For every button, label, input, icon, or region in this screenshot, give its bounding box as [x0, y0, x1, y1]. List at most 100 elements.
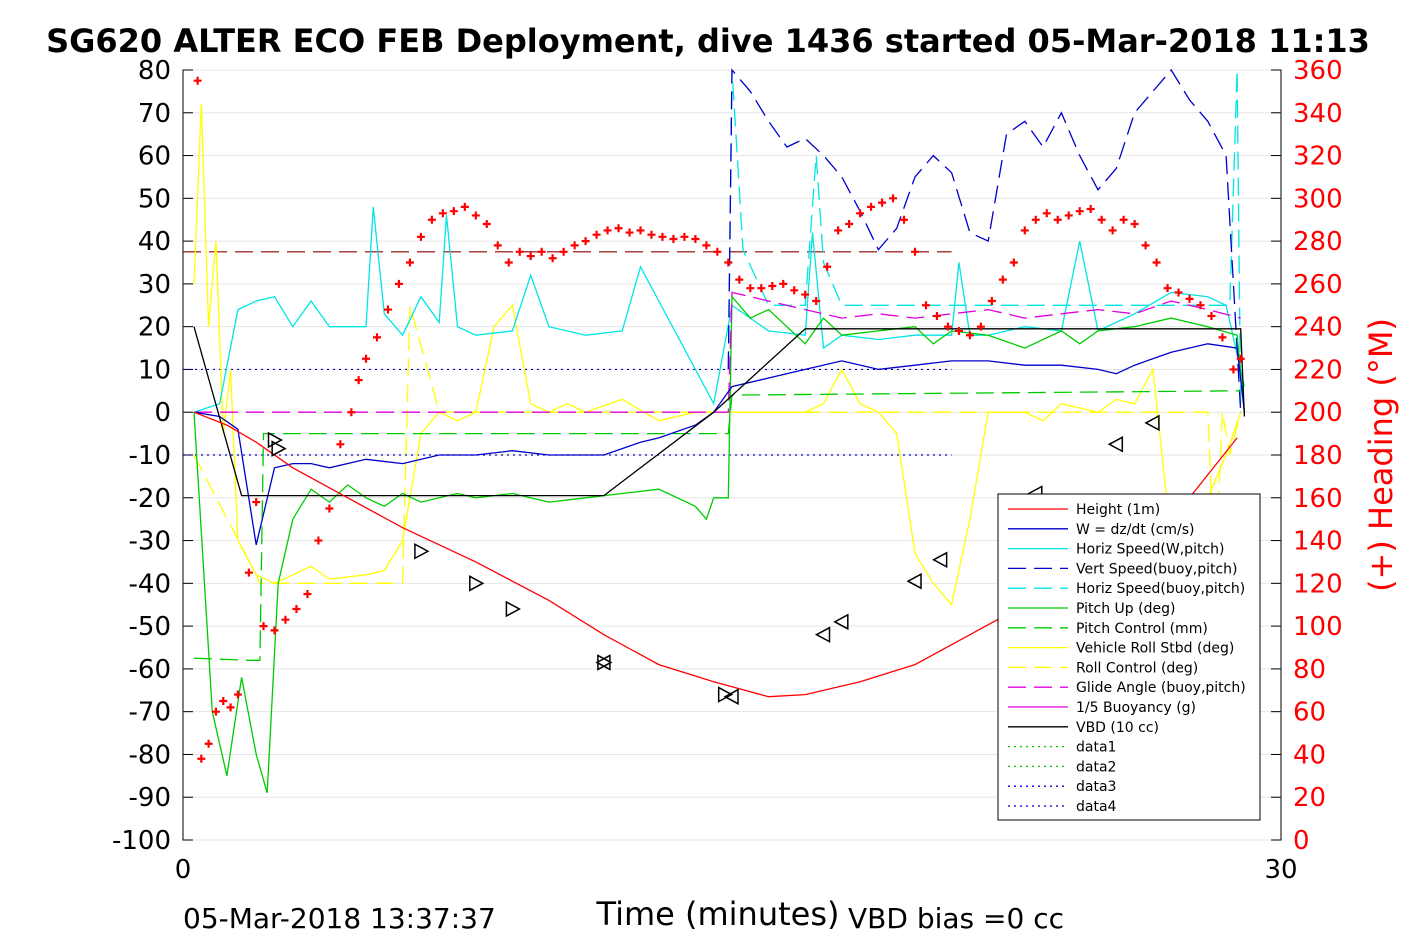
heading-point: [438, 209, 447, 218]
heading-point: [482, 220, 491, 228]
series-layer: [183, 68, 1246, 794]
y-right-tick-label: 160: [1293, 484, 1343, 514]
heading-point: [965, 331, 974, 340]
heading-point: [1009, 258, 1018, 267]
ascent-marker: [1144, 414, 1160, 432]
legend-label: Horiz Speed(buoy,pitch): [1076, 581, 1245, 597]
heading-point: [647, 230, 656, 239]
heading-point: [1119, 215, 1128, 224]
descent-marker: [717, 686, 734, 703]
heading-point: [336, 440, 345, 449]
heading-point: [1185, 294, 1194, 303]
y-right-tick-label: 280: [1293, 227, 1343, 257]
heading-point: [1174, 288, 1183, 297]
series-roll: [193, 104, 1242, 607]
heading-point: [867, 202, 876, 211]
heading-point: [1152, 258, 1161, 267]
descent-marker: [414, 542, 430, 560]
legend-label: 1/5 Buoyancy (g): [1076, 700, 1196, 716]
legend-label: W = dz/dt (cm/s): [1076, 522, 1195, 538]
y-tick-label: 0: [154, 398, 171, 428]
legend-label: Pitch Control (mm): [1076, 621, 1208, 637]
legend-label: data2: [1076, 759, 1116, 775]
legend: Height (1m) W = dz/dt (cm/s) Horiz Speed(W…: [997, 493, 1261, 821]
ascent-marker: [595, 654, 611, 671]
heading-point: [724, 258, 733, 267]
heading-point: [932, 311, 941, 320]
heading-point: [1163, 284, 1172, 293]
heading-point: [493, 241, 502, 250]
heading-point: [1130, 220, 1139, 228]
y-right-tick-label: 360: [1293, 56, 1343, 86]
y-axis-right-label: (+) Heading (°M): [1362, 318, 1400, 592]
y-tick-label: -50: [129, 612, 171, 642]
heading-point: [757, 284, 766, 293]
heading-point: [559, 247, 568, 256]
y-tick-label: -70: [129, 698, 171, 728]
heading-point: [515, 247, 524, 256]
heading-point: [219, 696, 228, 705]
heading-point: [592, 230, 601, 239]
y-tick-label: 20: [138, 313, 171, 343]
y-right-tick-label: 140: [1293, 527, 1343, 557]
heading-point: [1236, 354, 1245, 363]
heading-point: [603, 226, 612, 235]
heading-point: [226, 703, 235, 712]
y-right-tick-label: 100: [1293, 612, 1343, 642]
heading-point: [1075, 207, 1084, 216]
heading-point: [325, 504, 334, 513]
legend-label: data3: [1076, 779, 1116, 795]
heading-point: [281, 615, 290, 624]
descent-marker: [271, 440, 287, 457]
heading-point: [204, 739, 213, 748]
heading-point: [1086, 205, 1095, 214]
legend-label: Horiz Speed(W,pitch): [1076, 542, 1224, 558]
heading-point: [1031, 215, 1040, 224]
y-right-tick-label: 240: [1293, 313, 1343, 343]
heading-point: [1229, 365, 1238, 374]
series-horiz-w: [193, 206, 1246, 413]
y-tick-label: 50: [138, 184, 171, 214]
heading-point: [270, 626, 279, 635]
ascent-marker: [932, 551, 948, 569]
heading-point: [801, 290, 810, 299]
heading-point: [680, 232, 689, 241]
ascent-marker: [814, 626, 831, 643]
heading-point: [504, 258, 513, 267]
y-right-tick-label: 60: [1293, 698, 1326, 728]
heading-point: [976, 322, 985, 331]
heading-point: [834, 226, 843, 235]
y-tick-label: -90: [129, 783, 171, 813]
y-tick-label: 10: [138, 355, 171, 385]
ascent-marker: [1107, 436, 1124, 453]
x-tick-0: 0: [175, 855, 192, 885]
heading-point: [211, 707, 220, 716]
footer-date: 05-Mar-2018 13:37:37: [183, 902, 496, 935]
heading-point: [394, 279, 403, 288]
ascent-marker: [833, 613, 849, 631]
legend-label: Roll Control (deg): [1076, 660, 1198, 676]
series-horiz-buoy: [727, 69, 1242, 413]
heading-point: [471, 211, 480, 220]
legend-label: Vert Speed(buoy,pitch): [1076, 561, 1238, 577]
heading-point: [900, 215, 909, 224]
y-tick-label: -20: [129, 484, 171, 514]
series-vbd: [193, 326, 1246, 497]
legend-label: Pitch Up (deg): [1076, 601, 1175, 617]
heading-point: [625, 228, 634, 237]
y-right-tick-label: 340: [1293, 99, 1343, 129]
y-tick-label: 30: [138, 270, 171, 300]
heading-point: [347, 408, 356, 417]
heading-point: [1108, 226, 1117, 235]
heading-point: [570, 241, 579, 250]
y-right-tick-label: 40: [1293, 740, 1326, 770]
heading-point: [197, 754, 206, 763]
heading-point: [987, 297, 996, 305]
chart-title: SG620 ALTER ECO FEB Deployment, dive 143…: [46, 22, 1370, 60]
y-right-tick-label: 120: [1293, 569, 1343, 599]
heading-point: [1141, 241, 1150, 250]
heading-point: [526, 252, 535, 261]
y-tick-label: -10: [129, 441, 171, 471]
heading-point: [372, 333, 381, 342]
heading-point: [292, 605, 301, 613]
